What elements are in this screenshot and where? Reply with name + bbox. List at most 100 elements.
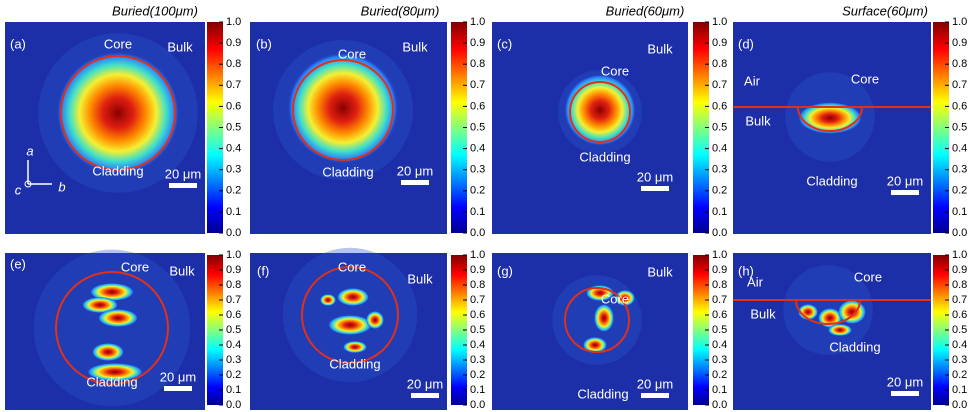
panel-label: (f) xyxy=(257,263,269,278)
colorbar-tick-label: 0.9 xyxy=(712,264,727,276)
colorbar-tick-label: 0.9 xyxy=(952,264,967,276)
colorbar-tick-label: 0.1 xyxy=(712,384,727,396)
colorbar-tick-label: 0.6 xyxy=(952,100,967,112)
axis-name: b xyxy=(58,179,65,194)
colorbar-tick-label: 0.0 xyxy=(712,399,727,411)
colorbar-tick-label: 0.5 xyxy=(470,324,485,336)
region-label: Bulk xyxy=(750,306,776,321)
colorbar-tick-label: 0.4 xyxy=(470,339,485,351)
mode-spot xyxy=(838,300,866,324)
colorbar-tick-label: 0.0 xyxy=(226,227,241,239)
mode-spot xyxy=(287,52,399,164)
scale-bar xyxy=(401,180,429,185)
region-label: Cladding xyxy=(806,173,857,188)
colorbar-tick-label: 0.8 xyxy=(952,58,967,70)
region-label: Air xyxy=(744,73,761,88)
mode-spot xyxy=(56,51,180,175)
region-label: Core xyxy=(121,259,149,274)
colorbar-tick-label: 0.8 xyxy=(226,279,241,291)
mode-spot xyxy=(98,309,138,327)
region-label: Cladding xyxy=(322,164,373,179)
colorbar-tick-label: 0.6 xyxy=(470,100,485,112)
scale-bar xyxy=(641,186,669,191)
colorbar-tick-label: 0.1 xyxy=(470,206,485,218)
colorbar-tick-label: 0.1 xyxy=(226,206,241,218)
colorbar-tick-label: 1.0 xyxy=(952,16,967,28)
colorbar-tick-label: 0.9 xyxy=(712,37,727,49)
colorbar-tick-label: 0.5 xyxy=(226,121,241,133)
colorbar-tick-label: 0.5 xyxy=(952,324,967,336)
colorbar-tick-label: 0.8 xyxy=(470,58,485,70)
region-label: Cladding xyxy=(329,356,380,371)
region-label: Bulk xyxy=(407,271,433,286)
mode-spot xyxy=(343,341,367,353)
colorbar-tick-label: 1.0 xyxy=(952,249,967,261)
colorbar-tick-label: 0.8 xyxy=(226,58,241,70)
colorbar-tick-label: 0.7 xyxy=(712,79,727,91)
region-label: Core xyxy=(601,291,629,306)
colorbar-tick-label: 0.2 xyxy=(470,369,485,381)
colorbar-tick-label: 0.2 xyxy=(952,369,967,381)
colorbar-tick-label: 1.0 xyxy=(470,249,485,261)
colorbar-tick-label: 0.4 xyxy=(226,143,241,155)
mode-spot xyxy=(328,315,372,335)
colorbar-tick-label: 0.3 xyxy=(470,164,485,176)
colorbar-tick-label: 0.9 xyxy=(952,37,967,49)
region-label: Core xyxy=(854,269,882,284)
region-label: Core xyxy=(338,259,366,274)
mode-spot xyxy=(366,311,384,329)
colorbar-tick-label: 0.0 xyxy=(952,227,967,239)
colorbar-tick-label: 0.2 xyxy=(226,369,241,381)
colorbar-tick-label: 0.3 xyxy=(712,164,727,176)
colorbar-tick-label: 1.0 xyxy=(712,16,727,28)
colorbar-tick-label: 0.8 xyxy=(712,279,727,291)
mode-spot xyxy=(564,74,636,146)
colorbar-tick-label: 0.5 xyxy=(226,324,241,336)
scale-label: 20 μm xyxy=(637,376,673,391)
mode-spot xyxy=(594,304,614,332)
region-label: Cladding xyxy=(579,149,630,164)
colorbar-tick-label: 0.4 xyxy=(470,143,485,155)
colorbar-tick-label: 0.0 xyxy=(226,399,241,411)
scale-bar xyxy=(891,190,919,195)
colorbar-tick-label: 0.5 xyxy=(712,324,727,336)
colorbar-tick-label: 0.7 xyxy=(470,79,485,91)
scale-label: 20 μm xyxy=(165,166,201,181)
colorbar-tick-label: 0.0 xyxy=(952,399,967,411)
scale-bar xyxy=(891,391,919,396)
colorbar-tick-label: 0.8 xyxy=(952,279,967,291)
colorbar-tick-label: 0.5 xyxy=(470,121,485,133)
colorbar-tick-label: 0.8 xyxy=(470,279,485,291)
colorbar-tick-label: 0.3 xyxy=(952,164,967,176)
figure: Buried(100μm)Buried(80μm)Buried(60μm)Sur… xyxy=(0,0,969,412)
colorbar-tick-label: 0.7 xyxy=(226,294,241,306)
colorbar-tick-label: 0.6 xyxy=(226,100,241,112)
axis-name: a xyxy=(26,143,33,158)
panel-label: (c) xyxy=(497,36,512,51)
colorbar-tick-label: 0.2 xyxy=(712,185,727,197)
colorbar-tick-label: 0.3 xyxy=(226,164,241,176)
colorbar-tick-label: 0.0 xyxy=(712,227,727,239)
region-label: Air xyxy=(747,274,764,289)
colorbar-tick-label: 0.1 xyxy=(470,384,485,396)
column-heading: Buried(100μm) xyxy=(112,3,198,18)
colorbar-tick-label: 0.4 xyxy=(712,339,727,351)
region-label: Bulk xyxy=(647,264,673,279)
region-label: Core xyxy=(601,63,629,78)
colorbar-tick-label: 0.7 xyxy=(952,294,967,306)
colorbar-tick-label: 0.3 xyxy=(226,354,241,366)
axis-name: c xyxy=(15,182,22,197)
scale-bar xyxy=(641,393,669,398)
region-label: Core xyxy=(851,71,879,86)
scale-label: 20 μm xyxy=(887,173,923,188)
region-label: Bulk xyxy=(647,41,673,56)
colorbar-tick-label: 0.0 xyxy=(470,399,485,411)
colorbar-tick-label: 0.2 xyxy=(952,185,967,197)
scale-label: 20 μm xyxy=(637,169,673,184)
colorbar-tick-label: 0.6 xyxy=(712,309,727,321)
mode-spot xyxy=(92,343,124,361)
mode-spot xyxy=(828,324,852,336)
scale-bar xyxy=(164,386,192,391)
colorbar-tick-label: 0.2 xyxy=(226,185,241,197)
colorbar-tick-label: 0.6 xyxy=(470,309,485,321)
